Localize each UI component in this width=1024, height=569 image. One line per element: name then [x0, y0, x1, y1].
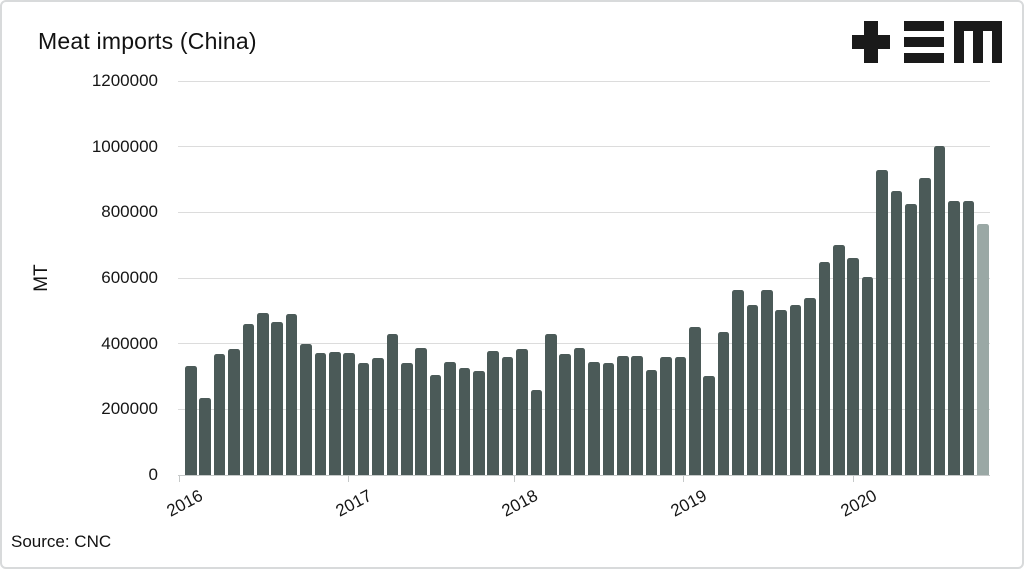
bar [818, 262, 831, 475]
bar [415, 348, 427, 475]
bar [775, 310, 787, 475]
bar [573, 347, 586, 475]
bar [185, 366, 197, 475]
bar [372, 358, 384, 475]
bar-highlighted [977, 224, 989, 475]
gridline-600000 [178, 277, 990, 279]
y-tick-label-200000: 200000 [101, 399, 158, 419]
x-tick-2017 [348, 475, 349, 482]
bar [559, 354, 571, 475]
bar [746, 304, 759, 475]
bar [789, 305, 802, 475]
x-year-label-2018: 2018 [498, 486, 541, 521]
bar [429, 374, 442, 475]
bar [703, 376, 715, 475]
bar [847, 257, 859, 475]
bar [257, 313, 269, 475]
bar [343, 353, 355, 475]
x-year-label-2017: 2017 [332, 486, 375, 521]
gridline-1200000 [178, 80, 990, 82]
x-tick-2019 [683, 475, 684, 482]
bar [833, 245, 845, 475]
bar [804, 297, 816, 475]
bar [674, 357, 687, 475]
bar [645, 369, 658, 475]
gridline-0 [178, 474, 990, 476]
bar [487, 350, 499, 475]
tem-monogram-icon [852, 21, 1002, 63]
x-year-label-2019: 2019 [667, 486, 710, 521]
y-tick-label-600000: 600000 [101, 268, 158, 287]
bar [386, 333, 399, 475]
bar [689, 327, 701, 475]
bar [602, 363, 615, 475]
bar [473, 370, 485, 475]
y-tick-label-0: 0 [148, 465, 158, 484]
y-tick-label-1200000: 1200000 [91, 71, 158, 90]
bar [617, 356, 629, 475]
bar [199, 397, 211, 475]
bar [242, 324, 255, 475]
gridline-400000 [178, 343, 990, 345]
bar [890, 190, 903, 475]
bar [401, 362, 413, 475]
bar [761, 289, 773, 475]
bar [314, 353, 327, 475]
bar [458, 367, 471, 475]
y-tick-label-1000000: 1000000 [91, 136, 158, 156]
x-tick-2016 [179, 475, 180, 482]
bar [717, 331, 730, 475]
bar [444, 361, 456, 475]
bar [530, 389, 543, 475]
bar [962, 200, 975, 475]
bar [861, 277, 874, 475]
bar [919, 177, 931, 475]
bar [660, 357, 672, 475]
x-tick-2020 [853, 475, 854, 482]
bar [329, 352, 341, 475]
gridline-800000 [178, 211, 990, 213]
plot-area [178, 80, 990, 482]
source-caption: Source: CNC [11, 532, 112, 551]
bar [213, 353, 226, 475]
bar [545, 333, 557, 475]
chart-title: Meat imports (China) [38, 28, 257, 54]
bar [948, 200, 960, 475]
bar [631, 356, 643, 475]
x-year-label-2020: 2020 [837, 486, 880, 521]
bar [933, 145, 946, 475]
bar [300, 344, 312, 475]
bar [516, 349, 528, 475]
gridline-1000000 [178, 146, 990, 148]
y-tick-label-800000: 800000 [101, 202, 158, 222]
x-year-label-2016: 2016 [163, 486, 206, 521]
bar [905, 204, 917, 475]
x-tick-2018 [514, 475, 515, 482]
bar [588, 362, 600, 475]
bar [285, 314, 298, 475]
bar [271, 322, 283, 475]
bar [357, 362, 370, 475]
bar [876, 170, 888, 475]
bar [501, 357, 514, 475]
bar [228, 348, 240, 475]
bar [732, 290, 744, 475]
y-tick-label-400000: 400000 [101, 333, 158, 353]
